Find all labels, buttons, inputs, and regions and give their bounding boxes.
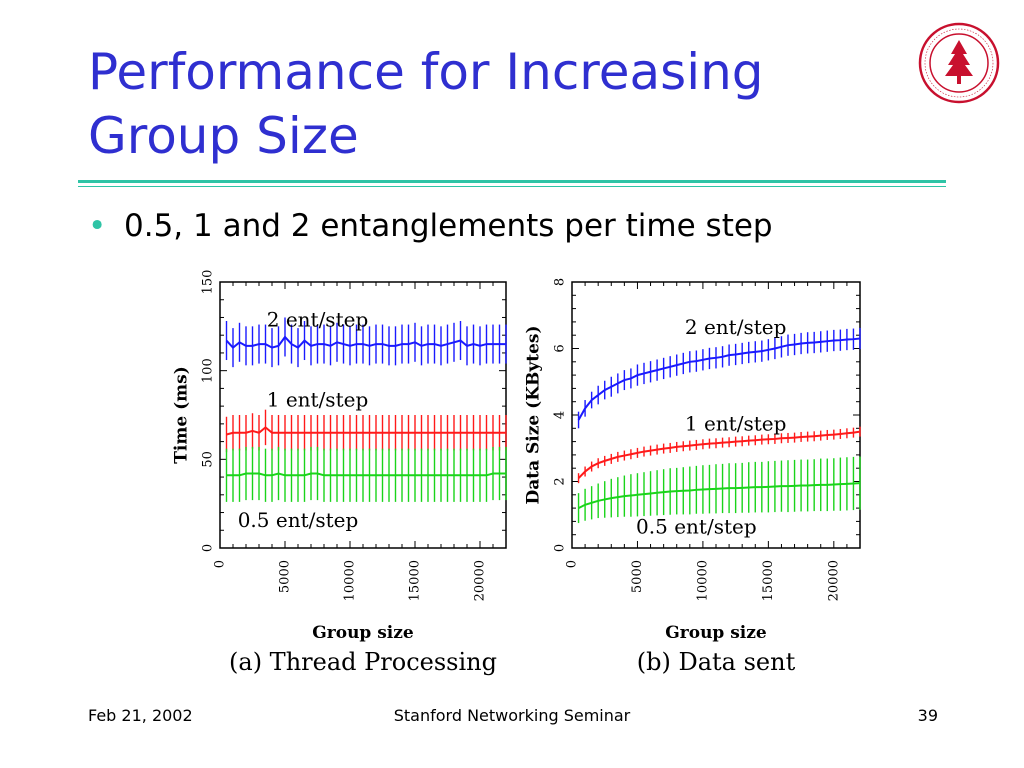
bullet-text: 0.5, 1 and 2 entanglements per time step xyxy=(124,208,773,244)
series-line xyxy=(226,472,506,477)
title-divider-thin xyxy=(78,186,946,187)
title-line-2: Group Size xyxy=(88,107,359,165)
series-line xyxy=(225,335,506,349)
y-tick-label: 8 xyxy=(553,278,568,286)
charts-figure: 0 50 100 150 0 5000 10000 15000 20000 Group size T… xyxy=(172,270,861,676)
x-tick-label: 10000 xyxy=(695,560,710,601)
series-label: 1 ent/step xyxy=(267,387,369,411)
x-tick-label: 10000 xyxy=(343,560,358,601)
footer-title: Stanford Networking Seminar xyxy=(393,706,631,725)
series-line xyxy=(577,337,861,421)
x-tick-label: 15000 xyxy=(761,560,776,601)
x-tick-label: 5000 xyxy=(630,560,645,593)
y-tick-label: 0 xyxy=(553,544,568,552)
x-tick-label: 0 xyxy=(565,560,580,568)
series-line xyxy=(577,430,861,479)
series-1-ent-step: 1 ent/step xyxy=(577,411,861,484)
stanford-seal-icon xyxy=(918,22,1000,104)
bullet-dot-icon: • xyxy=(88,208,107,244)
chart-caption: (a) Thread Processing xyxy=(229,648,497,676)
y-axis-label: Time (ms) xyxy=(172,366,192,463)
series-line xyxy=(578,482,861,509)
footer-date: Feb 21, 2002 xyxy=(88,706,193,725)
series-label: 2 ent/step xyxy=(267,308,369,332)
chart-caption: (b) Data sent xyxy=(637,648,796,676)
bullet-item: • 0.5, 1 and 2 entanglements per time ste… xyxy=(88,208,773,244)
series-0-5-ent-step: 0.5 ent/step xyxy=(577,456,861,539)
footer-page-number: 39 xyxy=(917,706,938,725)
y-tick-label: 0 xyxy=(201,544,216,552)
series-label: 0.5 ent/step xyxy=(636,515,757,539)
title-line-1: Performance for Increasing xyxy=(88,43,764,101)
series-label: 1 ent/step xyxy=(685,411,787,435)
y-tick-label: 2 xyxy=(553,477,568,485)
chart-data-sent: 0 2 4 6 8 0 5000 10000 15000 20000 Group size Data … xyxy=(524,278,861,676)
title-divider-thick xyxy=(78,180,946,183)
x-tick-label: 20000 xyxy=(473,560,488,601)
y-tick-label: 150 xyxy=(201,270,216,295)
series-label: 0.5 ent/step xyxy=(238,508,359,532)
slide-title: Performance for Increasing Group Size xyxy=(88,40,908,168)
x-tick-label: 20000 xyxy=(826,560,841,601)
x-axis-label: Group size xyxy=(312,623,414,643)
series-2-ent-step: 2 ent/step xyxy=(577,315,861,429)
series-1-ent-step: 1 ent/step xyxy=(225,387,507,453)
series-line xyxy=(226,426,506,436)
x-tick-label: 5000 xyxy=(278,560,293,593)
y-tick-label: 50 xyxy=(201,451,216,468)
y-tick-label: 6 xyxy=(553,344,568,352)
y-tick-label: 4 xyxy=(553,411,568,419)
x-tick-label: 15000 xyxy=(408,560,423,601)
x-axis-label: Group size xyxy=(665,623,767,643)
chart-thread-processing: 0 50 100 150 0 5000 10000 15000 20000 Group size T… xyxy=(172,270,507,676)
y-axis-label: Data Size (KBytes) xyxy=(524,325,544,504)
x-tick-label: 0 xyxy=(213,560,228,568)
y-tick-label: 100 xyxy=(201,358,216,383)
series-2-ent-step: 2 ent/step xyxy=(225,308,507,368)
series-label: 2 ent/step xyxy=(685,315,787,339)
series-0-5-ent-step: 0.5 ent/step xyxy=(225,446,507,532)
